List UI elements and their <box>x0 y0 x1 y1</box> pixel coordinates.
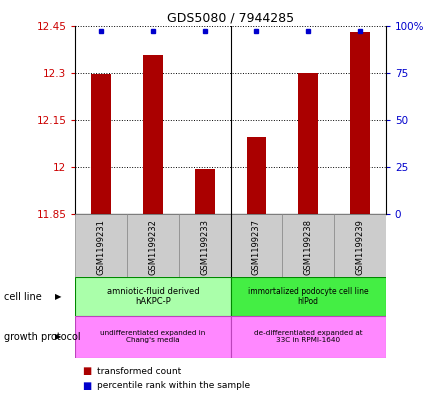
Text: growth protocol: growth protocol <box>4 332 81 342</box>
Text: GSM1199231: GSM1199231 <box>97 219 105 275</box>
Text: ■: ■ <box>82 381 91 391</box>
Bar <box>230 214 282 277</box>
Bar <box>333 214 385 277</box>
Text: ■: ■ <box>82 366 91 376</box>
Bar <box>91 74 111 214</box>
Text: GSM1199238: GSM1199238 <box>303 219 312 275</box>
Title: GDS5080 / 7944285: GDS5080 / 7944285 <box>167 11 293 24</box>
Text: GSM1199239: GSM1199239 <box>355 219 363 275</box>
Text: ▶: ▶ <box>55 292 61 301</box>
Text: cell line: cell line <box>4 292 42 302</box>
Bar <box>143 55 163 214</box>
Bar <box>194 169 214 214</box>
Bar <box>75 316 230 358</box>
Bar <box>246 137 266 214</box>
Bar <box>349 32 369 214</box>
Bar <box>127 214 178 277</box>
Text: de-differentiated expanded at
33C in RPMI-1640: de-differentiated expanded at 33C in RPM… <box>253 331 362 343</box>
Text: immortalized podocyte cell line
hIPod: immortalized podocyte cell line hIPod <box>247 287 368 307</box>
Text: undifferentiated expanded in
Chang's media: undifferentiated expanded in Chang's med… <box>100 331 205 343</box>
Text: GSM1199233: GSM1199233 <box>200 219 209 275</box>
Bar <box>75 214 127 277</box>
Bar <box>230 277 385 316</box>
Text: percentile rank within the sample: percentile rank within the sample <box>97 382 249 390</box>
Text: GSM1199237: GSM1199237 <box>252 219 260 275</box>
Text: transformed count: transformed count <box>97 367 181 376</box>
Text: GSM1199232: GSM1199232 <box>148 219 157 275</box>
Bar <box>178 214 230 277</box>
Bar <box>282 214 333 277</box>
Text: ▶: ▶ <box>55 332 61 342</box>
Text: amniotic-fluid derived
hAKPC-P: amniotic-fluid derived hAKPC-P <box>107 287 199 307</box>
Bar <box>75 277 230 316</box>
Bar <box>298 73 317 214</box>
Bar <box>230 316 385 358</box>
